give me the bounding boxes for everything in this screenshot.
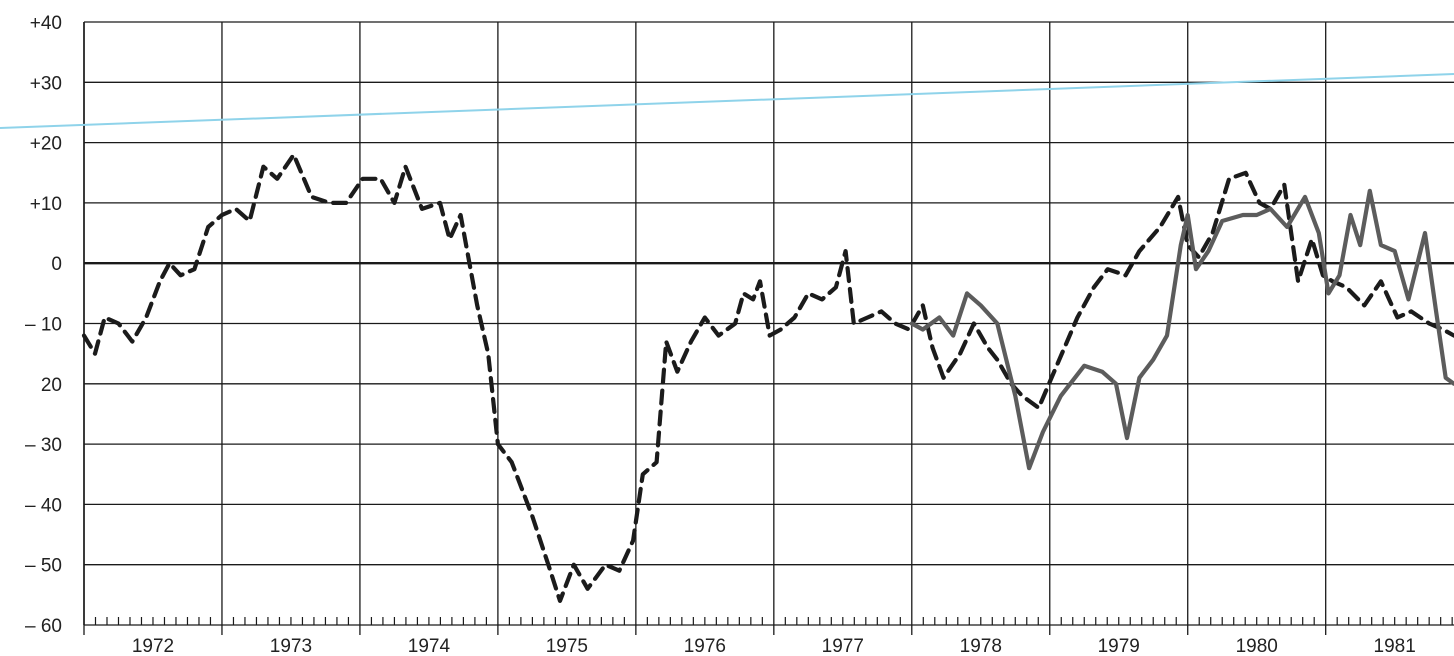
y-tick-label: +40 bbox=[30, 13, 62, 34]
solid-series-line bbox=[909, 188, 1454, 471]
y-tick-label: +10 bbox=[30, 194, 62, 215]
x-tick-label: 1974 bbox=[408, 636, 451, 656]
x-tick-label: 1977 bbox=[822, 636, 864, 656]
y-tick-label: +30 bbox=[30, 73, 62, 94]
axis-labels: +40 +30 +20 +10 0 – 10 20 – 30 – 40 – 50 – 60 1972 1… bbox=[25, 13, 1416, 656]
y-tick-label: +20 bbox=[30, 134, 62, 155]
y-tick-label: 20 bbox=[41, 375, 62, 396]
y-tick-label: – 50 bbox=[25, 556, 62, 577]
x-tick-label: 1975 bbox=[546, 636, 588, 656]
y-tick-label: – 60 bbox=[25, 616, 62, 637]
y-tick-label: – 10 bbox=[25, 315, 62, 336]
dashed-series-line bbox=[81, 152, 1454, 603]
x-tick-label: 1976 bbox=[684, 636, 726, 656]
x-tick-label: 1973 bbox=[270, 636, 312, 656]
scan-artifact-line bbox=[0, 73, 1454, 129]
grid bbox=[0, 21, 1454, 635]
x-tick-label: 1978 bbox=[960, 636, 1002, 656]
plot-marks bbox=[81, 152, 1454, 603]
x-tick-label: 1981 bbox=[1374, 636, 1416, 656]
x-tick-label: 1979 bbox=[1098, 636, 1140, 656]
y-tick-label: 0 bbox=[51, 254, 62, 275]
y-tick-label: – 40 bbox=[25, 495, 62, 516]
x-tick-label: 1980 bbox=[1236, 636, 1278, 656]
x-tick-label: 1972 bbox=[132, 636, 174, 656]
y-tick-label: – 30 bbox=[25, 435, 62, 456]
